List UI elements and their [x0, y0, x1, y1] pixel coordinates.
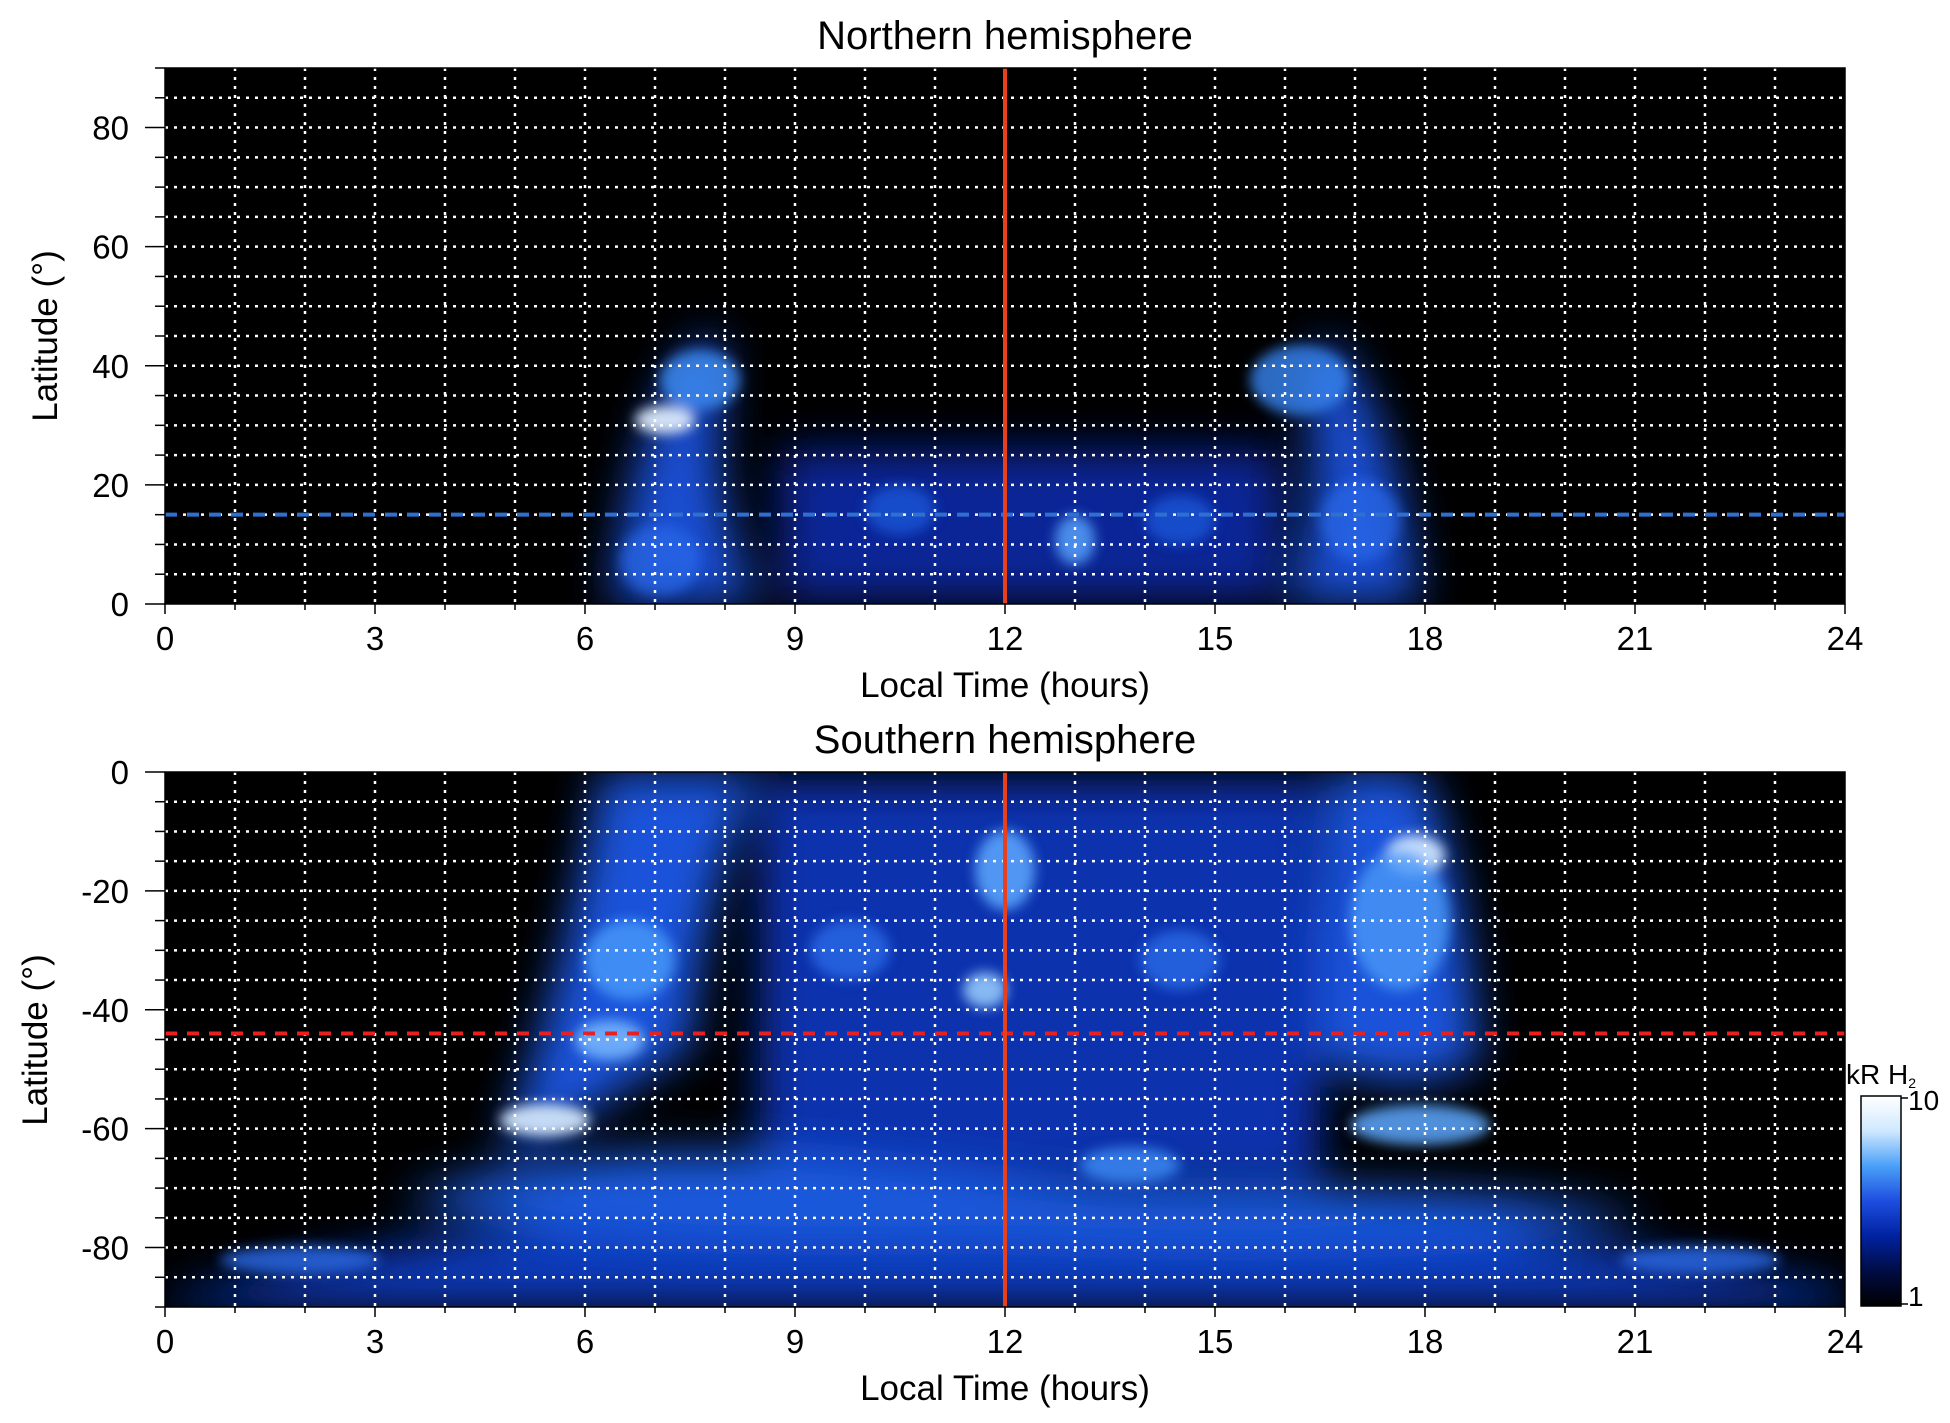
x-tick-label: 18 — [1407, 620, 1444, 657]
south-xlabel: Local Time (hours) — [860, 1369, 1150, 1408]
x-tick-label: 3 — [366, 620, 384, 657]
south-emission-auroral-oval — [400, 1152, 1650, 1246]
y-tick-label: 40 — [92, 348, 129, 385]
x-tick-label: 15 — [1197, 1323, 1234, 1360]
x-tick-label: 18 — [1407, 1323, 1444, 1360]
x-tick-label: 9 — [786, 620, 804, 657]
colorbar: kR H2 10 1 — [1846, 1059, 1939, 1312]
south-title: Southern hemisphere — [814, 718, 1196, 762]
south-emission-patch — [585, 920, 675, 1000]
colorbar-gradient — [1860, 1095, 1902, 1307]
north-bright-spot-dawn — [635, 406, 695, 434]
x-tick-label: 12 — [987, 620, 1024, 657]
northern-panel: Northern hemisphere 0 3 6 9 12 1 — [26, 14, 1863, 705]
x-tick-label: 6 — [576, 1323, 594, 1360]
north-axes: 0 3 6 9 12 15 18 21 24 0 20 40 60 80 — [92, 67, 1864, 657]
y-tick-label: -20 — [81, 873, 129, 910]
y-tick-label: -80 — [81, 1230, 129, 1267]
south-emission-patch — [1350, 1105, 1490, 1145]
y-tick-label: -60 — [81, 1111, 129, 1148]
south-axes: 0 3 6 9 12 15 18 21 24 0 -20 -40 -60 -80 — [81, 754, 1863, 1360]
colorbar-unit-label: kR H2 — [1846, 1059, 1916, 1091]
south-emission-patch — [1080, 1147, 1180, 1183]
north-title: Northern hemisphere — [817, 14, 1193, 58]
y-tick-label: -40 — [81, 992, 129, 1029]
south-emission — [165, 772, 1845, 1307]
north-emission-patch — [865, 485, 935, 535]
south-emission-patch — [1140, 930, 1220, 990]
y-tick-label: 80 — [92, 110, 129, 147]
x-tick-label: 24 — [1827, 1323, 1864, 1360]
y-tick-label: 20 — [92, 467, 129, 504]
north-emission-patch — [660, 350, 740, 410]
south-bright-spot-dawn — [500, 1104, 590, 1136]
north-xlabel: Local Time (hours) — [860, 666, 1150, 705]
y-tick-label: 0 — [111, 754, 129, 791]
north-emission-patch — [1320, 480, 1400, 560]
y-tick-label: 60 — [92, 229, 129, 266]
x-tick-label: 12 — [987, 1323, 1024, 1360]
south-ylabel: Latitude (°) — [16, 954, 55, 1126]
north-ylabel: Latitude (°) — [26, 250, 65, 422]
x-tick-label: 0 — [156, 1323, 174, 1360]
southern-panel: Southern hemisphere — [16, 718, 1863, 1408]
x-tick-label: 9 — [786, 1323, 804, 1360]
x-tick-label: 21 — [1617, 1323, 1654, 1360]
south-emission-patch — [575, 1020, 645, 1060]
north-emission-patch — [1250, 345, 1350, 415]
north-emission-patch — [1145, 495, 1215, 545]
south-emission-patch — [1620, 1246, 1780, 1274]
south-emission-patch — [963, 972, 1007, 1008]
x-tick-label: 21 — [1617, 620, 1654, 657]
colorbar-unit-subscript: 2 — [1908, 1075, 1916, 1091]
x-tick-label: 6 — [576, 620, 594, 657]
south-emission-patch — [220, 1246, 380, 1274]
colorbar-min-label: 1 — [1908, 1281, 1924, 1312]
x-tick-label: 0 — [156, 620, 174, 657]
y-tick-label: 0 — [111, 586, 129, 623]
x-tick-label: 15 — [1197, 620, 1234, 657]
x-tick-label: 3 — [366, 1323, 384, 1360]
x-tick-label: 24 — [1827, 620, 1864, 657]
north-emission-patch — [620, 525, 700, 595]
colorbar-max-label: 10 — [1908, 1085, 1939, 1116]
north-emission-patch — [1055, 515, 1095, 565]
